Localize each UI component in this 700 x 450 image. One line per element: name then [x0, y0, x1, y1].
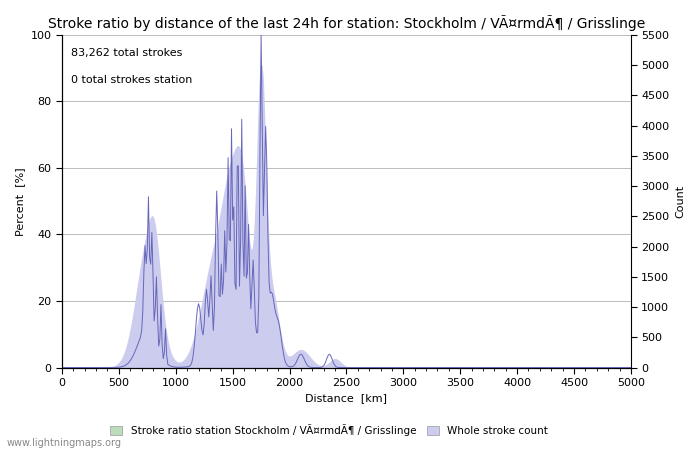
Y-axis label: Count: Count	[675, 184, 685, 218]
Title: Stroke ratio by distance of the last 24h for station: Stockholm / VÃ¤rmdÃ¶ / Gri: Stroke ratio by distance of the last 24h…	[48, 15, 645, 31]
Text: www.lightningmaps.org: www.lightningmaps.org	[7, 438, 122, 448]
X-axis label: Distance  [km]: Distance [km]	[305, 393, 387, 404]
Legend: Stroke ratio station Stockholm / VÃ¤rmdÃ¶ / Grisslinge, Whole stroke count: Stroke ratio station Stockholm / VÃ¤rmdÃ…	[106, 420, 552, 440]
Text: 0 total strokes station: 0 total strokes station	[71, 75, 192, 85]
Y-axis label: Percent  [%]: Percent [%]	[15, 167, 25, 235]
Text: 83,262 total strokes: 83,262 total strokes	[71, 48, 182, 58]
